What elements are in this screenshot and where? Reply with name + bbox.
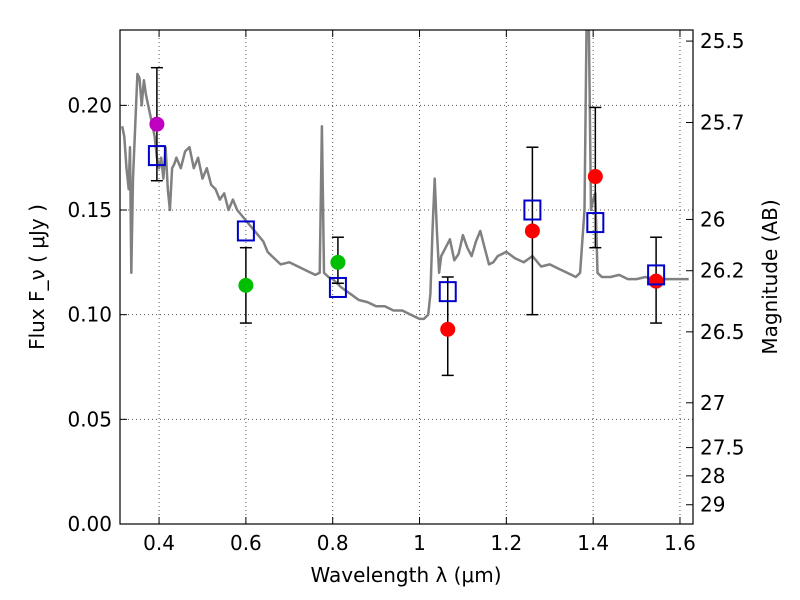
y-tick-label: 0.15 (67, 198, 112, 222)
right-tick-label: 25.5 (700, 29, 745, 53)
model-flux-square (147, 145, 166, 167)
observed-flux-point (330, 254, 346, 270)
model-flux-square (328, 276, 347, 298)
right-tick-label: 29 (700, 493, 725, 517)
model-flux-square (586, 212, 605, 234)
observed-flux-point (238, 277, 254, 293)
model-sed-layer (120, 30, 689, 321)
model-flux-square (438, 281, 457, 303)
x-tick-label: 1 (413, 531, 426, 555)
y-axis-title: Flux F_ν ( μJy ) (25, 204, 49, 350)
right-axis-title: Magnitude (AB) (758, 199, 782, 354)
y-tick-label: 0.10 (67, 303, 112, 327)
x-tick-label: 0.6 (230, 531, 262, 555)
observed-flux-point (149, 116, 165, 132)
plot-frame (119, 29, 694, 525)
x-tick-label: 1.2 (490, 531, 522, 555)
model-flux-square (647, 264, 666, 286)
model-flux-square (523, 199, 542, 221)
x-tick-label: 1.6 (664, 531, 696, 555)
data-points-layer (147, 116, 666, 337)
observed-flux-point (648, 273, 664, 289)
model-sed-line (120, 30, 689, 321)
right-tick-label: 26 (700, 207, 725, 231)
y-tick-label: 0.20 (67, 93, 112, 117)
x-axis-title: Wavelength λ (μm) (310, 563, 501, 587)
right-tick-label: 26.5 (700, 320, 745, 344)
model-flux-square (236, 220, 255, 242)
observed-flux-point (587, 169, 603, 185)
right-tick-label: 27 (700, 391, 725, 415)
x-tick-label: 0.8 (317, 531, 349, 555)
x-axis-ticks: 0.4 0.6 0.8 1 1.2 1.4 1.6 (143, 30, 696, 555)
x-tick-label: 1.4 (577, 531, 609, 555)
right-tick-label: 25.7 (700, 111, 745, 135)
right-axis-ticks: 25.5 25.7 26 26.2 26.5 27 27.5 28 29 (686, 29, 745, 517)
x-tick-label: 0.4 (143, 531, 175, 555)
observed-flux-point (440, 321, 456, 337)
y-tick-label: 0.00 (67, 512, 112, 536)
right-tick-label: 27.5 (700, 436, 745, 460)
right-tick-label: 26.2 (700, 259, 745, 283)
right-tick-label: 28 (700, 464, 725, 488)
y-tick-label: 0.05 (67, 407, 112, 431)
observed-flux-point (524, 223, 540, 239)
y-axis-ticks: 0.00 0.05 0.10 0.15 0.20 (67, 93, 127, 536)
